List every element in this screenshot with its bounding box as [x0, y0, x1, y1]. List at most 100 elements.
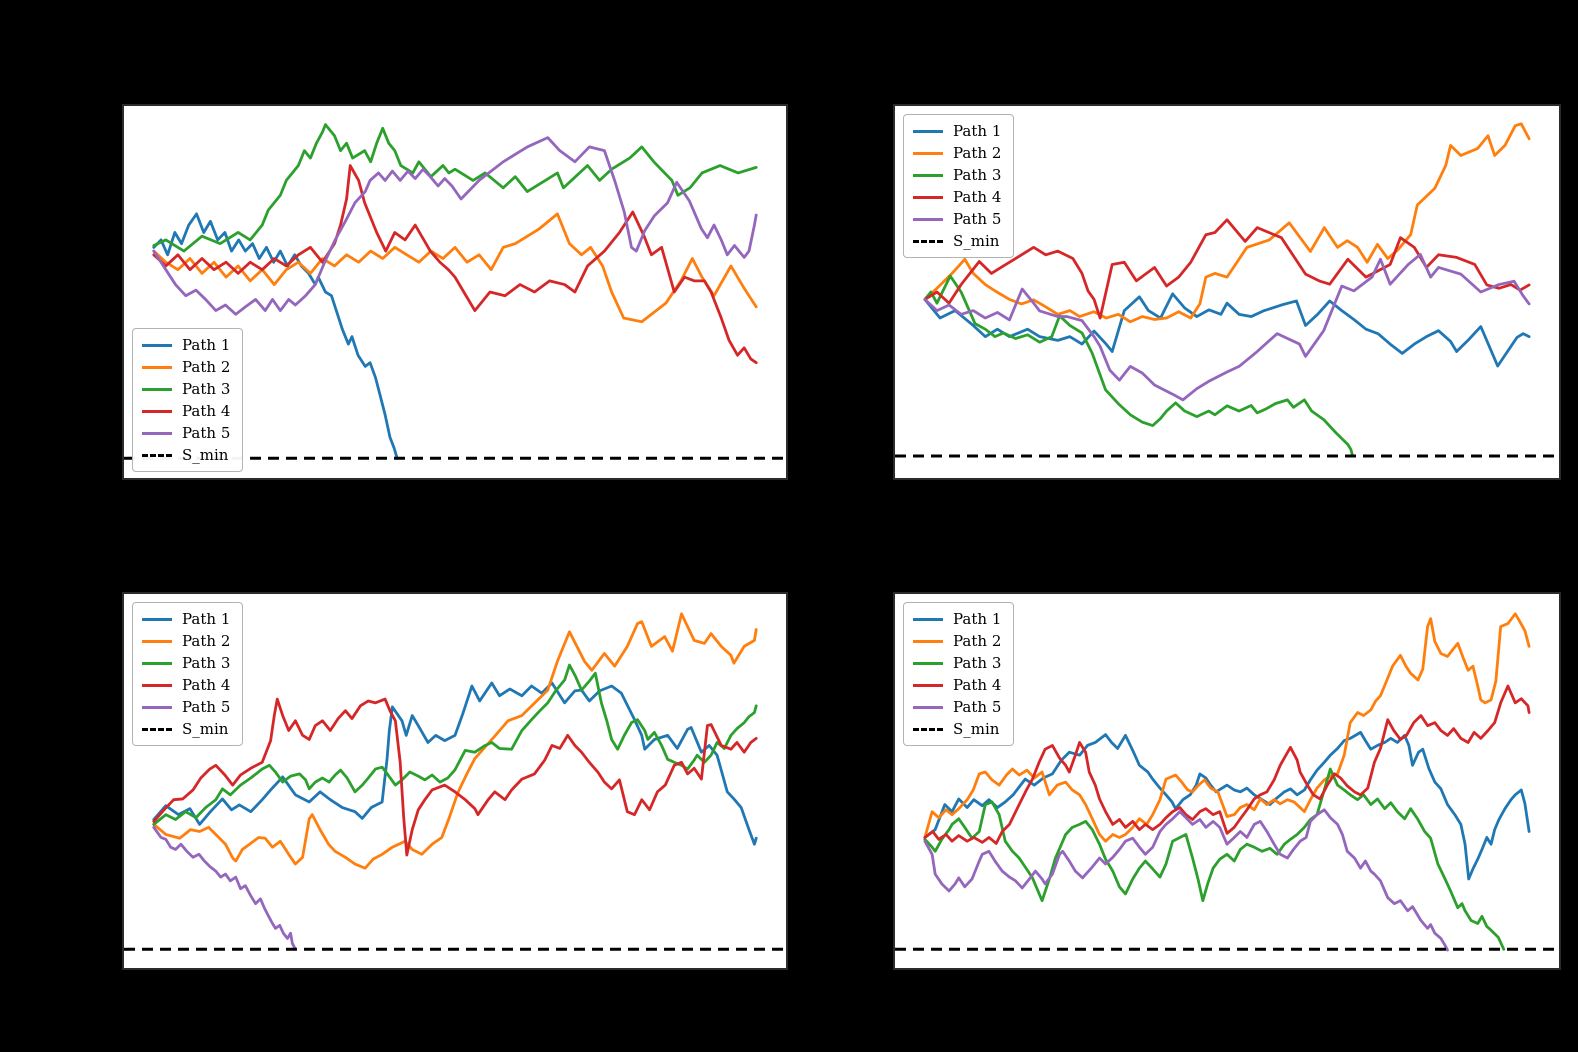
- legend-label: Path 2: [953, 144, 1002, 162]
- legend-item-path-3: Path 3: [142, 652, 230, 674]
- plot-area-top-right: [895, 106, 1559, 478]
- series-line-path-3: [154, 665, 756, 824]
- legend-swatch-path4: [142, 409, 172, 413]
- legend-item-path-1: Path 1: [913, 120, 1001, 142]
- legend-label: Path 4: [182, 402, 231, 420]
- legend-item-path-5: Path 5: [142, 422, 230, 444]
- legend-item-path-2: Path 2: [913, 142, 1001, 164]
- legend-label: S_min: [953, 232, 1000, 250]
- legend-label: Path 3: [182, 654, 231, 672]
- plot-panel-top-left: Path 1 Path 2 Path 3 Path 4 Path 5 S_min: [122, 104, 788, 480]
- series-line-path-4: [154, 166, 756, 363]
- legend-swatch-path4: [142, 683, 172, 687]
- legend-swatch-path1: [913, 617, 943, 621]
- legend-label: Path 2: [953, 632, 1002, 650]
- legend-swatch-path5: [913, 705, 943, 709]
- legend-top-left: Path 1 Path 2 Path 3 Path 4 Path 5 S_min: [132, 328, 244, 472]
- series-line-path-4: [925, 686, 1529, 843]
- legend-top-right: Path 1 Path 2 Path 3 Path 4 Path 5 S_min: [903, 114, 1015, 258]
- plot-panel-top-right: Path 1 Path 2 Path 3 Path 4 Path 5 S_min: [893, 104, 1561, 480]
- legend-swatch-path3: [142, 661, 172, 665]
- legend-item-s_min: S_min: [142, 718, 230, 740]
- legend-item-path-4: Path 4: [142, 400, 230, 422]
- legend-item-path-2: Path 2: [913, 630, 1001, 652]
- legend-item-path-5: Path 5: [913, 696, 1001, 718]
- series-line-path-3: [925, 276, 1353, 456]
- legend-label: S_min: [953, 720, 1000, 738]
- legend-item-path-2: Path 2: [142, 630, 230, 652]
- series-line-path-2: [154, 614, 756, 868]
- legend-swatch-path5: [142, 705, 172, 709]
- legend-label: Path 1: [182, 610, 231, 628]
- legend-label: Path 3: [953, 654, 1002, 672]
- series-line-path-5: [154, 827, 296, 949]
- legend-label: Path 5: [953, 210, 1002, 228]
- legend-item-path-1: Path 1: [142, 608, 230, 630]
- legend-label: Path 5: [182, 698, 231, 716]
- legend-swatch-path2: [142, 365, 172, 369]
- legend-swatch-path4: [913, 195, 943, 199]
- legend-label: Path 4: [182, 676, 231, 694]
- legend-label: Path 5: [182, 424, 231, 442]
- legend-swatch-path1: [142, 343, 172, 347]
- legend-label: Path 3: [182, 380, 231, 398]
- legend-label: S_min: [182, 720, 229, 738]
- legend-swatch-path4: [913, 683, 943, 687]
- legend-swatch-path1: [142, 617, 172, 621]
- plot-panel-bottom-left: Path 1 Path 2 Path 3 Path 4 Path 5 S_min: [122, 592, 788, 970]
- legend-swatch-smin: [913, 239, 943, 243]
- plot-area-bottom-left: [124, 594, 786, 968]
- legend-label: S_min: [182, 446, 229, 464]
- legend-item-path-4: Path 4: [913, 674, 1001, 696]
- legend-item-path-3: Path 3: [142, 378, 230, 400]
- legend-item-path-4: Path 4: [913, 186, 1001, 208]
- legend-swatch-path2: [913, 639, 943, 643]
- legend-swatch-path3: [913, 661, 943, 665]
- legend-item-path-1: Path 1: [913, 608, 1001, 630]
- series-line-path-3: [154, 125, 756, 251]
- plot-panel-bottom-right: Path 1 Path 2 Path 3 Path 4 Path 5 S_min: [893, 592, 1561, 970]
- series-line-path-5: [154, 138, 756, 315]
- legend-item-s_min: S_min: [913, 718, 1001, 740]
- legend-label: Path 1: [182, 336, 231, 354]
- series-line-path-5: [925, 810, 1448, 950]
- legend-swatch-path2: [142, 639, 172, 643]
- plot-area-bottom-right: [895, 594, 1559, 968]
- series-line-path-1: [925, 732, 1529, 879]
- legend-item-path-5: Path 5: [913, 208, 1001, 230]
- legend-item-path-3: Path 3: [913, 652, 1001, 674]
- legend-item-path-4: Path 4: [142, 674, 230, 696]
- legend-bottom-right: Path 1 Path 2 Path 3 Path 4 Path 5 S_min: [903, 602, 1015, 746]
- legend-item-path-1: Path 1: [142, 334, 230, 356]
- legend-label: Path 1: [953, 610, 1002, 628]
- series-line-path-2: [154, 214, 756, 322]
- legend-bottom-left: Path 1 Path 2 Path 3 Path 4 Path 5 S_min: [132, 602, 244, 746]
- legend-item-path-2: Path 2: [142, 356, 230, 378]
- legend-swatch-smin: [913, 727, 943, 731]
- legend-label: Path 3: [953, 166, 1002, 184]
- legend-swatch-path5: [913, 217, 943, 221]
- legend-item-s_min: S_min: [142, 444, 230, 466]
- legend-label: Path 4: [953, 188, 1002, 206]
- legend-label: Path 1: [953, 122, 1002, 140]
- legend-label: Path 4: [953, 676, 1002, 694]
- legend-swatch-path3: [913, 173, 943, 177]
- series-line-path-4: [154, 699, 756, 855]
- legend-swatch-smin: [142, 727, 172, 731]
- legend-label: Path 2: [182, 358, 231, 376]
- legend-swatch-path3: [142, 387, 172, 391]
- series-line-path-3: [925, 769, 1504, 949]
- legend-item-s_min: S_min: [913, 230, 1001, 252]
- series-line-path-5: [925, 254, 1529, 399]
- legend-swatch-path2: [913, 151, 943, 155]
- legend-label: Path 2: [182, 632, 231, 650]
- series-line-path-2: [925, 124, 1529, 322]
- series-line-path-1: [154, 683, 756, 844]
- legend-swatch-smin: [142, 453, 172, 457]
- legend-label: Path 5: [953, 698, 1002, 716]
- legend-swatch-path5: [142, 431, 172, 435]
- legend-swatch-path1: [913, 129, 943, 133]
- legend-item-path-5: Path 5: [142, 696, 230, 718]
- legend-item-path-3: Path 3: [913, 164, 1001, 186]
